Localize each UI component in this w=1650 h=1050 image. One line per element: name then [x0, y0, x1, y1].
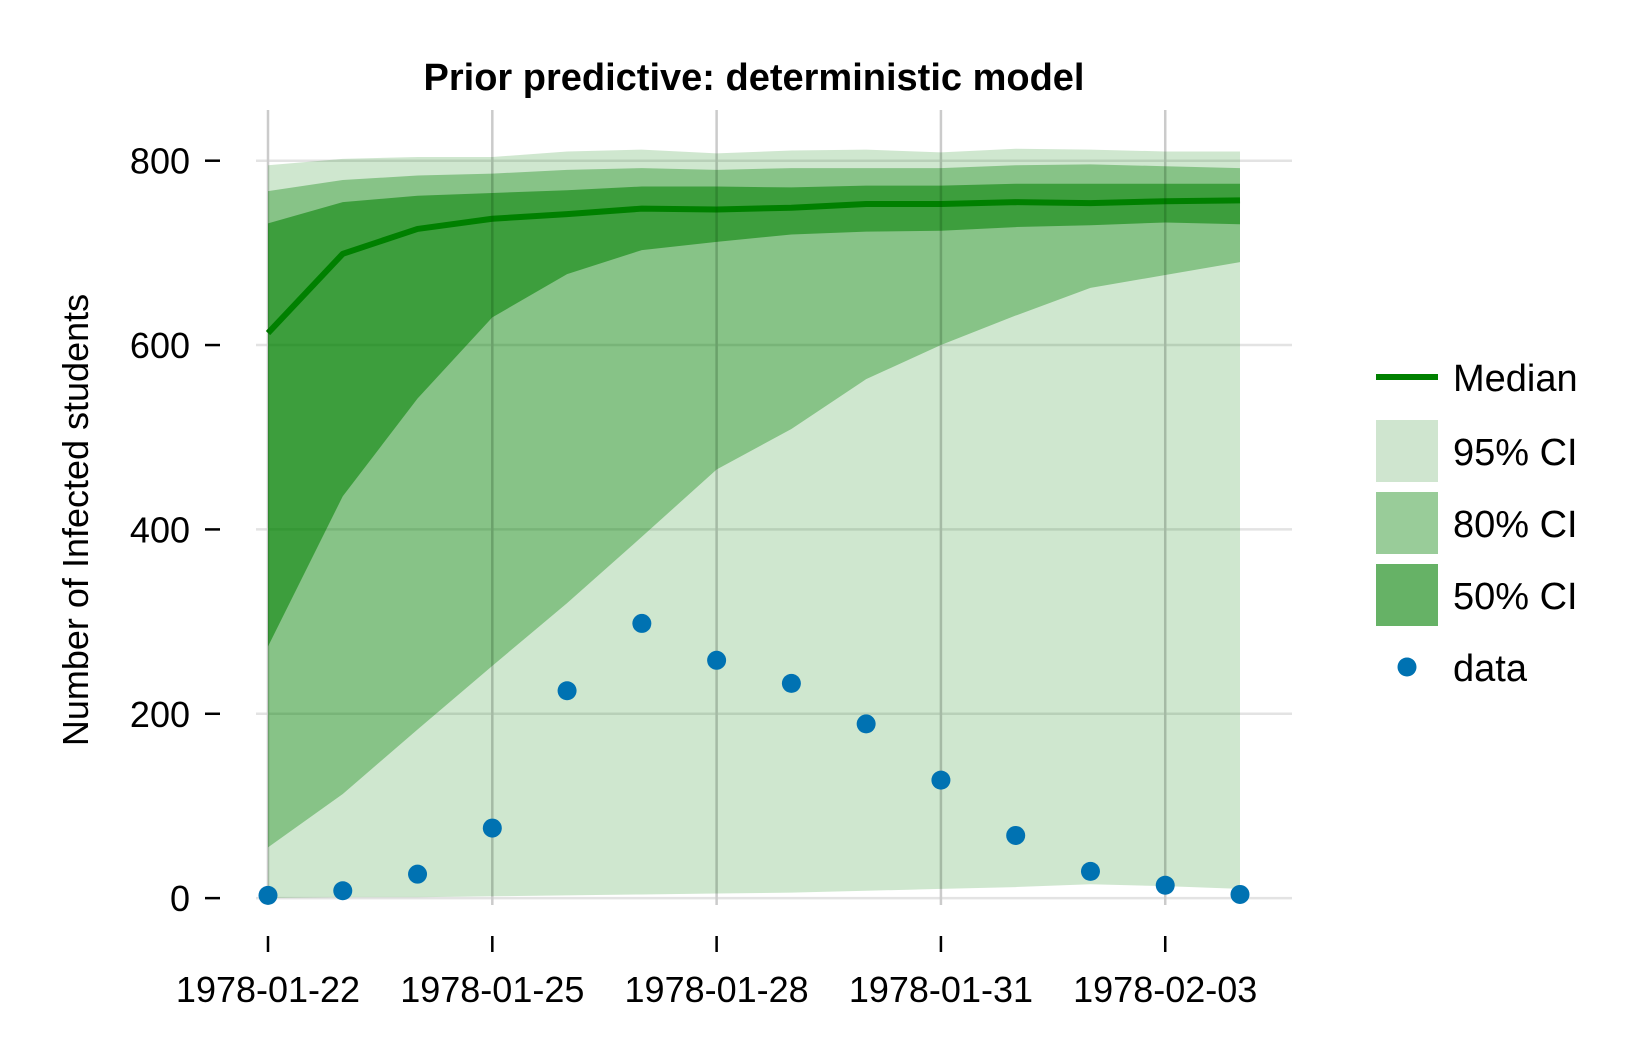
data-point	[931, 770, 951, 790]
legend-ci-label: 95% CI	[1453, 432, 1578, 474]
data-point	[707, 650, 727, 670]
median-line	[265, 197, 1241, 336]
legend-data-label: data	[1453, 648, 1528, 690]
ci-band	[268, 183, 1240, 647]
chart-title: Prior predictive: deterministic model	[424, 57, 1085, 99]
ci-bands	[268, 148, 1240, 899]
data-point	[856, 714, 876, 734]
ci-band	[268, 164, 1240, 848]
y-tick-label: 600	[130, 325, 190, 366]
y-tick-label: 800	[130, 141, 190, 182]
data-point	[1080, 861, 1100, 881]
x-tick-label: 1978-01-31	[849, 969, 1033, 1010]
y-tick-label: 200	[130, 694, 190, 735]
data-point	[781, 673, 801, 693]
data-point	[482, 818, 502, 838]
ci-band	[268, 148, 1240, 899]
legend: Median 95% CI 80% CI 50% CI data	[1376, 358, 1578, 690]
data-point	[333, 881, 353, 901]
x-tick-label: 1978-01-28	[625, 969, 809, 1010]
y-tick-label: 400	[130, 509, 190, 550]
x-axis: 1978-01-22 1978-01-25 1978-01-28 1978-01-31…	[176, 936, 1257, 1010]
x-tick-label: 1978-01-22	[176, 969, 360, 1010]
data-point	[258, 885, 278, 905]
legend-ci-swatch	[1376, 564, 1438, 626]
legend-data-swatch	[1397, 657, 1417, 677]
legend-ci-label: 80% CI	[1453, 504, 1578, 546]
y-tick-label: 0	[170, 878, 190, 919]
data-points	[258, 613, 1250, 905]
legend-median-label: Median	[1453, 358, 1578, 400]
data-point	[557, 681, 577, 701]
x-grid-overlay	[266, 110, 1167, 905]
data-point	[408, 864, 428, 884]
data-point	[1006, 825, 1026, 845]
y-axis-label: Number of Infected students	[55, 294, 96, 746]
legend-ci-swatch	[1376, 492, 1438, 554]
legend-ci-swatch	[1376, 420, 1438, 482]
y-axis: 0 200 400 600 800	[130, 141, 220, 919]
x-tick-label: 1978-02-03	[1073, 969, 1257, 1010]
legend-ci-label: 50% CI	[1453, 576, 1578, 618]
data-point	[632, 613, 652, 633]
data-point	[1155, 875, 1175, 895]
median-series-line	[265, 197, 1241, 336]
data-point	[1230, 884, 1250, 904]
x-tick-label: 1978-01-25	[400, 969, 584, 1010]
